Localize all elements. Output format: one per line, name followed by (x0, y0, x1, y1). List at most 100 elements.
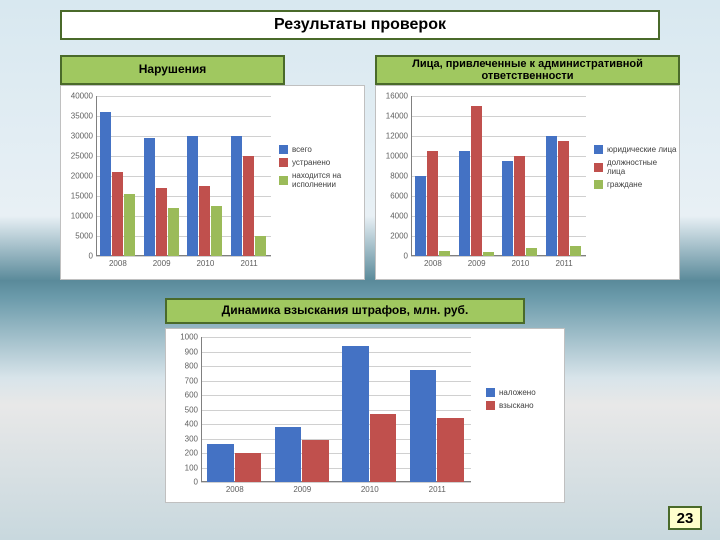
chart3-plot: 0100200300400500600700800900100020082009… (201, 337, 471, 482)
bar (187, 136, 198, 256)
legend-item: устранено (279, 158, 362, 167)
bar (483, 252, 494, 256)
y-tick-label: 12000 (386, 132, 411, 141)
legend-label: наложено (499, 388, 536, 397)
legend-label: юридические лица (607, 145, 676, 154)
legend-item: должностные лица (594, 158, 677, 176)
grid-line (411, 136, 586, 137)
y-tick-label: 6000 (390, 192, 411, 201)
page-number-box: 23 (668, 506, 702, 530)
x-tick-label: 2009 (153, 256, 171, 268)
y-tick-label: 25000 (71, 152, 96, 161)
bar (570, 246, 581, 256)
y-tick-label: 40000 (71, 92, 96, 101)
bar (437, 418, 464, 482)
bar (427, 151, 438, 256)
bar (168, 208, 179, 256)
y-tick-label: 10000 (386, 152, 411, 161)
bar (112, 172, 123, 256)
x-tick-label: 2008 (424, 256, 442, 268)
legend-swatch (279, 176, 288, 185)
y-axis (201, 337, 202, 482)
y-tick-label: 900 (185, 347, 201, 356)
chart2-title: Лица, привлеченные к административной от… (375, 55, 680, 85)
chart1-title: Нарушения (60, 55, 285, 85)
y-tick-label: 200 (185, 449, 201, 458)
legend-item: находится на исполнении (279, 171, 362, 189)
grid-line (96, 136, 271, 137)
bar (207, 444, 234, 482)
chart2-legend: юридические лица должностные лица граждане (594, 141, 677, 193)
x-tick-label: 2010 (196, 256, 214, 268)
bar (211, 206, 222, 256)
grid-line (201, 337, 471, 338)
y-tick-label: 20000 (71, 172, 96, 181)
grid-line (201, 366, 471, 367)
legend-swatch (486, 401, 495, 410)
legend-swatch (486, 388, 495, 397)
bar (243, 156, 254, 256)
chart1-plot: 0500010000150002000025000300003500040000… (96, 96, 271, 256)
legend-label: находится на исполнении (292, 171, 362, 189)
bar (231, 136, 242, 256)
legend-label: устранено (292, 158, 330, 167)
bar (235, 453, 262, 482)
y-tick-label: 300 (185, 434, 201, 443)
bar (459, 151, 470, 256)
legend-label: взыскано (499, 401, 534, 410)
chart1-legend: всего устранено находится на исполнении (279, 141, 362, 193)
y-tick-label: 700 (185, 376, 201, 385)
legend-swatch (279, 145, 288, 154)
chart3-legend: наложено взыскано (486, 384, 536, 414)
x-tick-label: 2011 (241, 256, 258, 268)
legend-swatch (594, 180, 603, 189)
x-tick-label: 2010 (361, 482, 379, 494)
grid-line (411, 96, 586, 97)
bar (275, 427, 302, 482)
bar (439, 251, 450, 256)
bar (546, 136, 557, 256)
chart2-panel: 0200040006000800010000120001400016000200… (375, 85, 680, 280)
y-tick-label: 15000 (71, 192, 96, 201)
bar (514, 156, 525, 256)
y-tick-label: 16000 (386, 92, 411, 101)
y-tick-label: 14000 (386, 112, 411, 121)
chart3-panel: 0100200300400500600700800900100020082009… (165, 328, 565, 503)
legend-swatch (279, 158, 288, 167)
y-tick-label: 100 (185, 463, 201, 472)
y-tick-label: 5000 (75, 232, 96, 241)
page-number: 23 (677, 510, 694, 527)
y-tick-label: 0 (194, 478, 201, 487)
chart1-panel: 0500010000150002000025000300003500040000… (60, 85, 365, 280)
bar (410, 370, 437, 482)
x-tick-label: 2009 (293, 482, 311, 494)
x-tick-label: 2009 (468, 256, 486, 268)
legend-item: юридические лица (594, 145, 677, 154)
bar (302, 440, 329, 482)
bar (342, 346, 369, 482)
legend-swatch (594, 163, 603, 172)
legend-label: граждане (607, 180, 642, 189)
x-tick-label: 2011 (556, 256, 573, 268)
bar (370, 414, 397, 482)
legend-item: взыскано (486, 401, 536, 410)
bar (100, 112, 111, 256)
grid-line (201, 352, 471, 353)
y-tick-label: 500 (185, 405, 201, 414)
legend-label: всего (292, 145, 312, 154)
y-tick-label: 0 (89, 252, 96, 261)
y-tick-label: 35000 (71, 112, 96, 121)
bar (471, 106, 482, 256)
bar (144, 138, 155, 256)
bar (124, 194, 135, 256)
y-tick-label: 4000 (390, 212, 411, 221)
y-tick-label: 1000 (180, 333, 201, 342)
chart3-title: Динамика взыскания штрафов, млн. руб. (165, 298, 525, 324)
y-tick-label: 0 (404, 252, 411, 261)
bar (255, 236, 266, 256)
grid-line (96, 116, 271, 117)
y-axis (96, 96, 97, 256)
main-title: Результаты проверок (60, 10, 660, 40)
main-title-text: Результаты проверок (274, 16, 446, 34)
x-tick-label: 2011 (429, 482, 446, 494)
